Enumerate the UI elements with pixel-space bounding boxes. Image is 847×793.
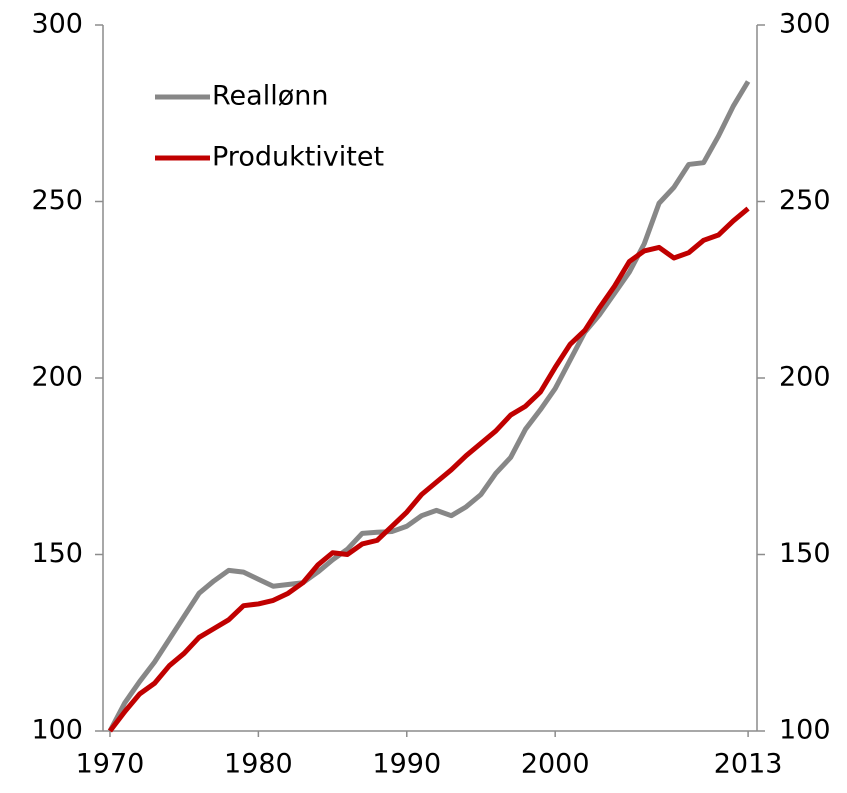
x-tick-label: 1990 [372,749,441,780]
series-line [107,206,750,733]
y-tick-label: 150 [31,538,83,569]
legend-label: Reallønn [212,81,328,112]
series-line [107,80,751,733]
y-tick-label: 300 [31,9,83,40]
x-tick-label: 2013 [714,749,783,780]
x-tick-label: 2000 [521,749,590,780]
y-tick-label: 200 [31,362,83,393]
y2-tick-label: 100 [779,715,831,746]
y2-tick-label: 300 [779,9,831,40]
legend-label: Produktivitet [212,142,384,173]
x-tick-label: 1970 [76,749,145,780]
x-tick-label: 1980 [224,749,293,780]
y2-tick-label: 200 [779,362,831,393]
y-tick-label: 250 [31,185,83,216]
y2-tick-label: 150 [779,538,831,569]
y2-tick-label: 250 [779,185,831,216]
y-tick-label: 100 [31,715,83,746]
